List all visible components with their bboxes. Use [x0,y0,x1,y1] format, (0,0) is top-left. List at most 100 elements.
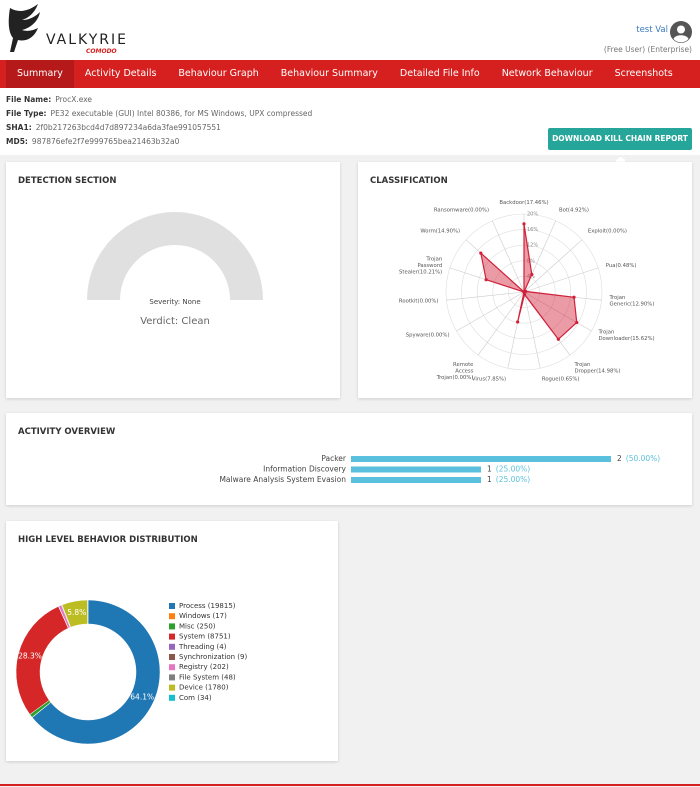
radar-label: Dropper(14.98%) [575,369,621,375]
legend-swatch [169,603,175,609]
radar-axis [523,291,592,332]
legend-swatch [169,674,175,681]
nav-tab[interactable]: Activity Details [84,68,157,79]
radar-axis [523,291,541,369]
bar-percentage: (25.00%) [496,465,531,474]
bar-percentage: (25.00%) [496,475,531,484]
legend-swatch [169,633,175,640]
radar-tick-label: 12% [527,243,538,249]
legend-label: Threading (4) [178,643,227,651]
legend-label: Misc (250) [179,622,216,630]
legend-swatch [169,643,175,650]
file-info-row: MD5: 987876efe2f7e999765bea21463b32a0 [6,135,312,149]
radar-label: Trojan(0.00%) [436,375,474,381]
file-info-label: File Name: [6,95,52,104]
brand: VALKYRIE [46,32,128,48]
file-info-row: File Type: PE32 executable (GUI) Intel 80… [6,107,312,121]
legend-label: System (8751) [179,633,231,641]
legend-label: Windows (17) [179,612,227,620]
bar-label: Packer [321,454,347,463]
download-label[interactable]: DOWNLOAD KILL CHAIN REPORT [552,134,688,143]
file-info-row: File Name: ProcX.exe [6,93,312,107]
slice-label: 28.3% [18,652,42,661]
radar-point [572,295,576,299]
bar [351,466,481,473]
avatar-head [677,25,685,34]
legend-swatch [169,654,175,660]
radar-label: Generic(12.90%) [610,302,655,308]
bar-percentage: (50.00%) [626,454,661,463]
legend-swatch [169,623,175,630]
severity: Severity: None [149,298,200,306]
card-title: ACTIVITY OVERVIEW [18,427,116,437]
legend-swatch [169,664,175,671]
legend-swatch [169,613,175,620]
logo: VALKYRIE COMODO [8,4,128,55]
slice-label: 64.1% [130,693,154,702]
radar-label: Downloader(15.62%) [598,336,654,342]
classification-card: CLASSIFICATION Backdoor(17.46%) Bot(4.92%… [358,162,692,398]
bar [351,456,611,462]
logo-wing [8,4,40,52]
legend-label: Registry (202) [179,663,229,671]
footer-line [0,784,700,786]
avatar[interactable] [670,21,692,43]
radar-tick-label: 8% [527,258,535,264]
cloud-icon [615,157,625,163]
radar-tick-label: 20% [527,212,538,218]
file-info: File Name: ProcX.exe File Type: PE32 execut… [6,93,312,149]
verdict: Verdict: Clean [140,316,210,327]
slice-label: 5.8% [67,608,86,617]
radar-point [522,290,526,294]
nav-tab[interactable]: Screenshots [614,68,673,79]
radar-axis [446,291,525,301]
radar-label: Password [417,263,442,269]
detection-card: DETECTION SECTION Severity: None Verdict… [6,162,340,398]
radar-label: Access [455,369,473,375]
legend-label: Synchronization (9) [179,653,247,661]
radar-label: Trojan [425,256,442,262]
radar-label: Rogue(0.65%) [542,377,580,383]
file-info-row: SHA1: 2f0b217263bcd4d7d897234a6da3fae9910… [6,121,312,135]
bar-label: Malware Analysis System Evasion [219,475,346,484]
radar-label: Trojan [609,295,626,301]
legend-label: Device (1780) [179,684,229,692]
download-button[interactable]: DOWNLOAD KILL CHAIN REPORT [548,128,692,163]
file-info-value: 2f0b217263bcd4d7d897234a6da3fae991057551 [35,123,221,132]
file-info-label: MD5: [6,137,28,146]
file-info-value: ProcX.exe [55,95,93,104]
file-info-value: 987876efe2f7e999765bea21463b32a0 [31,137,180,146]
legend-swatch [169,684,175,691]
bar-value: 2 [617,454,622,463]
radar-label: Exploit(0.00%) [588,228,627,234]
radar-label: Trojan [597,329,614,335]
radar-point [516,320,520,324]
behavior-card: HIGH LEVEL BEHAVIOR DISTRIBUTION 64.1% 28… [6,521,338,761]
nav-bar: Summary Activity Details Behaviour Graph Be… [0,60,700,88]
user-name[interactable]: test Val [636,25,668,35]
radar-point [479,251,483,255]
radar-point [575,320,579,325]
radar-label: Remote [453,362,473,368]
radar-axis [523,239,583,293]
nav-tab[interactable]: Network Behaviour [501,68,593,79]
radar-chart: Backdoor(17.46%) Bot(4.92%) Exploit(0.00%)… [399,200,655,383]
card-title: CLASSIFICATION [370,176,448,186]
bar [351,477,481,483]
radar-area [479,223,578,341]
file-info-label: File Type: [6,109,47,118]
radar-label: Virus(7.85%) [472,377,506,383]
legend-label: File System (48) [179,673,236,681]
radar-label: Rootkit(0.00%) [399,298,439,304]
radar-point [556,337,560,341]
radar-label: Ransomware(0.00%) [434,207,489,213]
bar-label: Information Discovery [263,465,346,474]
nav-tab[interactable]: Summary [6,60,74,88]
nav-tab[interactable]: Behaviour Summary [280,68,378,79]
nav-tab[interactable]: Behaviour Graph [178,68,259,79]
donut-chart: 64.1% 28.3% 5.8% Process (19815) Windows (17… [15,599,247,745]
radar-point [530,272,534,277]
nav-tab[interactable]: Detailed File Info [399,68,480,79]
radar-point [522,292,527,297]
